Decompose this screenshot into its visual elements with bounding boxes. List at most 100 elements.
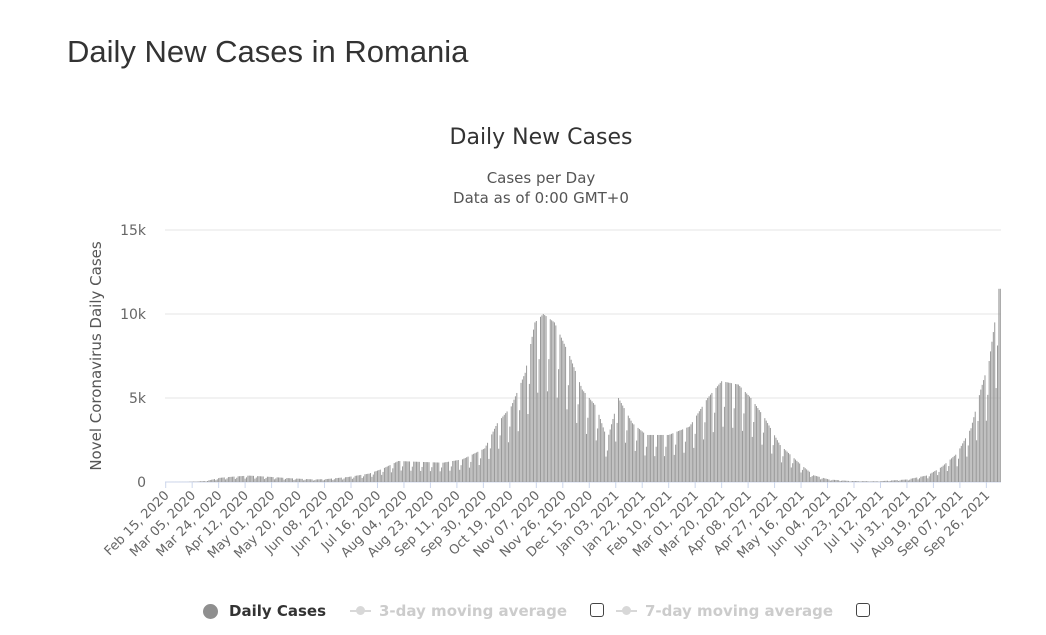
bar[interactable] [585,433,587,482]
bar[interactable] [247,475,249,482]
bar[interactable] [694,433,696,482]
bar[interactable] [219,477,221,482]
bar[interactable] [576,422,578,482]
bar[interactable] [503,414,505,482]
bar[interactable] [275,478,277,482]
bar[interactable] [630,420,632,482]
bar[interactable] [650,434,652,482]
bar[interactable] [328,478,330,482]
bar[interactable] [337,477,339,482]
bar[interactable] [705,400,707,482]
bar[interactable] [446,461,448,482]
bar[interactable] [289,478,291,482]
bar[interactable] [721,381,723,482]
bar[interactable] [682,429,684,482]
bar[interactable] [626,430,628,482]
bar[interactable] [533,329,535,482]
bar[interactable] [683,452,685,482]
bar[interactable] [280,477,282,482]
bar[interactable] [882,480,884,482]
bar[interactable] [422,461,424,482]
bar[interactable] [753,422,755,482]
bar[interactable] [725,382,727,482]
bar[interactable] [871,481,873,482]
bar[interactable] [735,384,737,482]
bar[interactable] [452,461,454,482]
bar[interactable] [761,444,763,482]
bar[interactable] [457,460,459,482]
bar[interactable] [209,480,211,482]
bar[interactable] [648,434,650,482]
bar[interactable] [726,382,728,482]
bar[interactable] [612,419,614,482]
bar[interactable] [283,479,285,482]
bar[interactable] [960,445,962,482]
bar[interactable] [548,359,550,482]
bar[interactable] [645,446,647,482]
bar[interactable] [631,423,633,482]
bar[interactable] [248,475,250,482]
bar[interactable] [356,475,358,482]
bar[interactable] [427,462,429,482]
bar[interactable] [285,478,287,482]
bar[interactable] [793,458,795,482]
bar[interactable] [853,481,855,482]
legend-item-3-day-average[interactable]: 3-day moving average [350,598,567,624]
bar[interactable] [792,463,794,482]
bar[interactable] [697,413,699,482]
bar[interactable] [312,480,314,482]
bar[interactable] [453,460,455,482]
bar[interactable] [244,478,246,482]
bar[interactable] [740,387,742,482]
bar[interactable] [623,408,625,482]
bar[interactable] [847,480,849,482]
bar[interactable] [216,479,218,482]
bar[interactable] [799,463,801,482]
bar[interactable] [342,479,344,482]
bar[interactable] [618,398,620,482]
bar[interactable] [441,467,443,482]
bar[interactable] [566,409,568,482]
bar[interactable] [395,462,397,482]
bar[interactable] [733,408,735,482]
bar[interactable] [864,481,866,482]
bar[interactable] [526,365,528,482]
bar[interactable] [450,466,452,482]
bar[interactable] [347,476,349,482]
bar[interactable] [418,461,420,482]
bar[interactable] [875,481,877,482]
bar[interactable] [810,477,812,482]
bar[interactable] [879,481,881,482]
bar[interactable] [913,478,915,482]
bar[interactable] [466,457,468,482]
bar[interactable] [354,475,356,482]
bar[interactable] [977,420,979,482]
bar[interactable] [272,477,274,482]
bar[interactable] [899,480,901,482]
bar[interactable] [895,480,897,482]
bar[interactable] [521,379,523,482]
bar[interactable] [580,385,582,482]
bar[interactable] [984,375,986,482]
bar[interactable] [803,467,805,482]
bar[interactable] [629,418,631,482]
bar[interactable] [722,426,724,482]
bar[interactable] [698,411,700,482]
bar[interactable] [563,343,565,482]
bar[interactable] [786,451,788,482]
bar[interactable] [739,386,741,482]
bar[interactable] [737,384,739,482]
bar[interactable] [666,434,668,482]
bar[interactable] [744,392,746,482]
bar[interactable] [233,476,235,482]
bar[interactable] [946,470,948,482]
bar[interactable] [939,467,941,482]
bar[interactable] [910,478,912,482]
bar[interactable] [651,434,653,482]
bar[interactable] [822,477,824,482]
bar[interactable] [896,480,898,482]
bar[interactable] [924,475,926,482]
bar[interactable] [835,479,837,482]
bar[interactable] [581,389,583,482]
bar[interactable] [519,410,521,482]
